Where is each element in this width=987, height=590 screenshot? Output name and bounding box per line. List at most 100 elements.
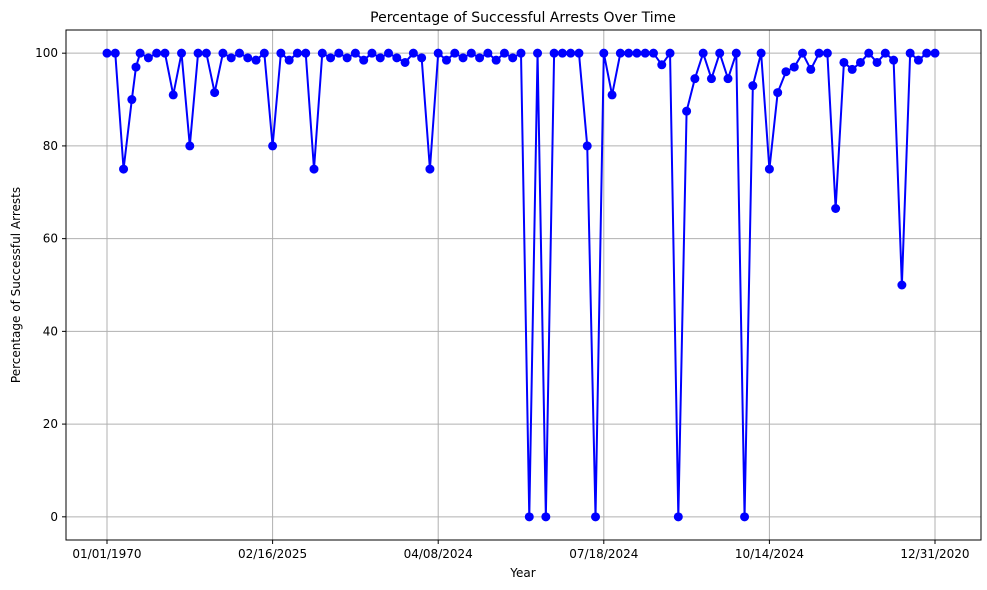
data-point	[847, 64, 857, 74]
x-tick-label: 10/14/2024	[735, 547, 804, 561]
x-tick-label: 04/08/2024	[404, 547, 473, 561]
data-point	[913, 55, 923, 65]
data-point	[599, 48, 609, 58]
data-point	[731, 48, 741, 58]
data-point	[682, 106, 692, 116]
data-point	[831, 204, 841, 213]
data-point	[806, 64, 816, 74]
data-point	[897, 280, 907, 290]
data-point	[574, 48, 584, 58]
data-point	[309, 164, 319, 174]
x-axis-title: Year	[509, 566, 535, 580]
data-point	[127, 95, 137, 105]
data-point	[541, 512, 551, 522]
data-point	[475, 53, 485, 63]
y-tick-label: 100	[35, 46, 58, 60]
data-point	[533, 48, 543, 58]
data-point	[880, 48, 890, 58]
data-point	[131, 62, 141, 72]
data-point	[889, 55, 899, 65]
y-tick-label: 40	[43, 324, 58, 338]
data-point	[483, 48, 493, 58]
data-point	[218, 48, 228, 58]
data-point	[201, 48, 211, 58]
data-point	[367, 48, 377, 58]
data-point	[582, 141, 592, 151]
data-point	[549, 48, 559, 58]
data-point	[864, 48, 874, 58]
data-point	[375, 53, 385, 63]
data-point	[698, 48, 708, 58]
data-point	[441, 55, 451, 65]
data-point	[392, 53, 402, 63]
data-point	[789, 62, 799, 72]
data-point	[640, 48, 650, 58]
data-point	[516, 48, 526, 58]
data-point	[185, 141, 195, 151]
data-point	[251, 55, 261, 65]
y-tick-label: 0	[50, 510, 58, 524]
x-tick-label: 02/16/2025	[238, 547, 307, 561]
data-point	[922, 48, 932, 58]
data-point	[665, 48, 675, 58]
data-point	[135, 48, 145, 58]
data-point	[839, 57, 849, 67]
series-line	[107, 52, 935, 518]
data-point	[359, 55, 369, 65]
data-point	[400, 57, 410, 67]
data-point	[905, 48, 915, 58]
data-point	[632, 48, 642, 58]
data-point	[160, 48, 170, 58]
data-point	[433, 48, 443, 58]
data-point	[781, 67, 791, 77]
y-tick-label: 60	[43, 232, 58, 246]
data-point	[773, 88, 783, 98]
data-point	[301, 48, 311, 58]
data-point	[408, 48, 418, 58]
chart-title: Percentage of Successful Arrests Over Ti…	[370, 10, 676, 26]
data-point	[872, 57, 882, 67]
data-point	[764, 164, 774, 174]
data-point	[110, 48, 120, 58]
data-point	[276, 48, 286, 58]
x-tick-label: 12/31/2020	[900, 547, 969, 561]
data-point	[259, 48, 269, 58]
data-point	[177, 48, 187, 58]
y-tick-label: 20	[43, 417, 58, 431]
y-tick-label: 80	[43, 139, 58, 153]
data-point	[855, 57, 865, 67]
data-point	[690, 74, 700, 84]
data-point	[384, 48, 394, 58]
data-point	[417, 53, 427, 63]
data-point	[466, 48, 476, 58]
y-axis-title: Percentage of Successful Arrests	[9, 187, 23, 383]
data-point	[715, 48, 725, 58]
data-point	[334, 48, 344, 58]
data-point	[591, 512, 601, 522]
data-point	[450, 48, 460, 58]
data-point	[193, 48, 203, 58]
data-point	[706, 74, 716, 84]
data-point	[615, 48, 625, 58]
data-point	[499, 48, 509, 58]
data-point	[491, 55, 501, 65]
data-point	[648, 48, 658, 58]
data-point	[234, 48, 244, 58]
data-point	[624, 48, 634, 58]
data-point	[524, 512, 534, 522]
data-point	[723, 74, 733, 84]
x-axis-ticks: 01/01/1970 02/16/2025 04/08/2024 07/18/2024…	[72, 540, 970, 561]
data-point	[226, 53, 236, 63]
data-point	[673, 512, 683, 522]
data-point	[756, 48, 766, 58]
data-point	[284, 55, 294, 65]
y-axis-ticks: 0 20 40 60 80 100	[35, 46, 66, 524]
data-point	[557, 48, 567, 58]
data-point	[798, 48, 808, 58]
x-tick-label: 07/18/2024	[569, 547, 638, 561]
data-point	[458, 53, 468, 63]
data-point	[326, 53, 336, 63]
grid-lines	[66, 30, 981, 540]
plot-frame	[65, 29, 982, 541]
